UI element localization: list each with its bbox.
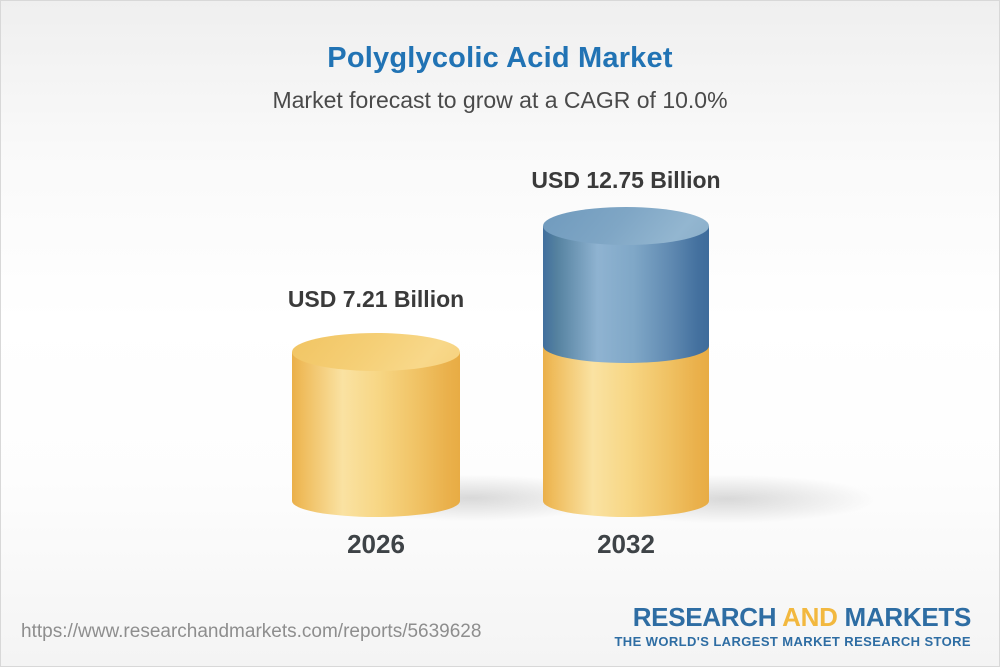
logo-word-research: RESEARCH [632,602,777,632]
bar-2032-growth-segment [543,226,709,363]
chart-title: Polyglycolic Acid Market [327,42,673,74]
axis-label-2032: 2032 [597,529,655,559]
report-url-text: https://www.researchandmarkets.com/repor… [21,621,482,642]
logo-tagline: THE WORLD'S LARGEST MARKET RESEARCH STOR… [614,634,971,649]
research-and-markets-logo: RESEARCH AND MARKETS THE WORLD'S LARGEST… [614,604,971,648]
bar-2032-cylinder-cap [543,207,709,245]
logo-word-markets: MARKETS [844,602,972,632]
value-label-2032: USD 12.75 Billion [531,167,721,193]
chart-subtitle: Market forecast to grow at a CAGR of 10.… [272,87,728,113]
bar-2026-cylinder-cap [292,333,460,371]
logo-wordmark: RESEARCH AND MARKETS [614,602,972,632]
bar-2032-base-segment [543,341,709,517]
axis-label-2026: 2026 [347,529,405,559]
value-label-2026: USD 7.21 Billion [287,286,465,312]
bar-2026-cylinder [292,352,460,517]
logo-word-and: AND [782,602,838,632]
